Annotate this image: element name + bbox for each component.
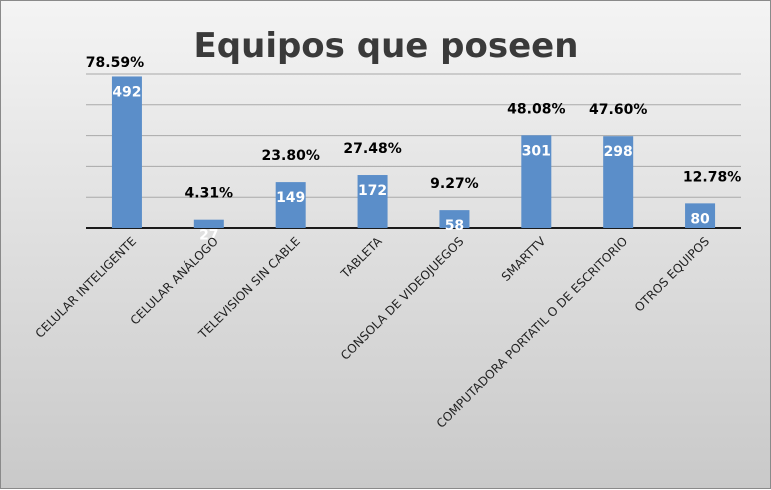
bar-4 xyxy=(439,210,470,228)
gridlines xyxy=(86,73,741,229)
percent-label-7: 12.78% xyxy=(683,169,741,185)
value-label-0: 492 xyxy=(112,84,141,100)
category-label-1: CELULAR ANÁLOGO xyxy=(127,234,221,328)
bar-5 xyxy=(521,135,552,228)
category-label-6: COMPUTADORA PORTATIL O DE ESCRITORIO xyxy=(434,234,631,431)
value-label-5: 301 xyxy=(522,143,551,159)
percent-label-4: 9.27% xyxy=(430,176,479,192)
value-label-4: 58 xyxy=(445,218,464,234)
percent-label-2: 23.80% xyxy=(262,148,320,164)
category-label-5: SMARTTV xyxy=(499,234,549,284)
bar-7 xyxy=(685,203,716,228)
percent-label-6: 47.60% xyxy=(589,102,647,118)
value-label-7: 80 xyxy=(690,211,710,227)
value-label-3: 172 xyxy=(358,183,387,199)
category-label-3: TABLETA xyxy=(338,234,386,282)
chart-title: Equipos que poseen xyxy=(194,26,579,66)
bar-3 xyxy=(357,175,388,228)
bar-6 xyxy=(603,136,634,228)
bar-1 xyxy=(193,219,224,228)
value-label-6: 298 xyxy=(604,144,633,160)
bar-2 xyxy=(275,182,306,228)
percent-label-5: 48.08% xyxy=(507,101,565,117)
percent-label-3: 27.48% xyxy=(343,141,401,157)
percent-label-0: 78.59% xyxy=(86,55,144,71)
percent-label-1: 4.31% xyxy=(185,186,234,202)
bars xyxy=(111,76,716,229)
bar-0 xyxy=(111,76,142,229)
category-label-7: OTROS EQUIPOS xyxy=(632,234,712,314)
value-label-1: 27 xyxy=(199,228,218,244)
data-labels: 492 78.59% 27 4.31% 149 23.80% 172 27.48% 58 9.27… xyxy=(86,55,741,244)
value-label-2: 149 xyxy=(276,190,305,206)
category-label-0: CELULAR INTELIGENTE xyxy=(33,234,139,340)
